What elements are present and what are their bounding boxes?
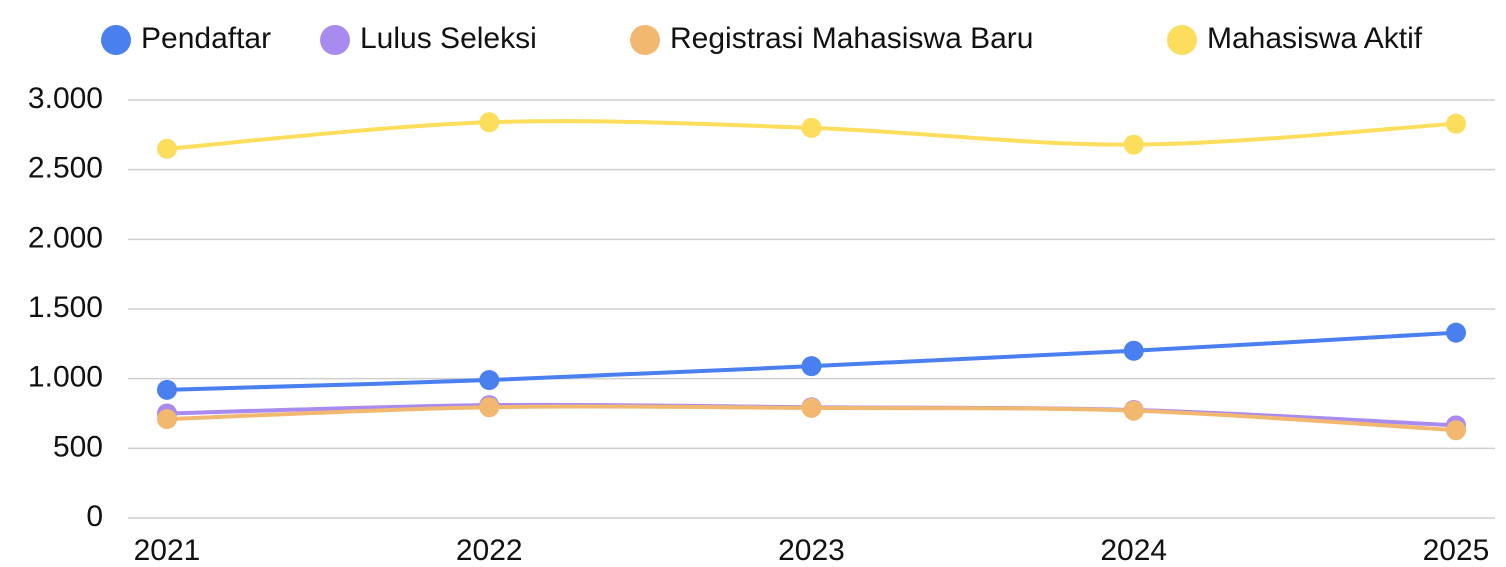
y-tick-label: 0 [86,500,103,533]
legend-label: Registrasi Mahasiswa Baru [670,22,1033,55]
x-tick-label: 2021 [134,534,201,567]
legend-label: Lulus Seleksi [360,22,537,55]
data-point [1446,113,1466,134]
data-point [479,397,500,418]
y-tick-label: 2.500 [28,152,103,185]
data-point [801,356,822,377]
x-tick-label: 2022 [456,534,523,567]
y-tick-label: 2.000 [28,221,103,254]
data-point [1123,340,1144,361]
data-point [157,409,177,430]
x-tick-label: 2025 [1423,534,1490,567]
legend-marker [630,25,660,55]
legend-marker [320,25,350,55]
data-point [479,112,500,133]
data-point [157,379,177,400]
data-point [1446,420,1466,441]
data-point [801,117,822,138]
y-tick-label: 1.000 [28,361,103,394]
legend-label: Pendaftar [141,22,271,55]
data-point [1123,400,1144,421]
y-tick-label: 1.500 [28,291,103,324]
legend-label: Mahasiswa Aktif [1207,22,1423,55]
y-tick-label: 3.000 [28,82,103,115]
x-tick-label: 2024 [1100,534,1167,567]
data-point [1123,134,1144,155]
y-tick-label: 500 [53,430,103,463]
legend-marker [101,25,131,55]
data-point [1446,322,1466,343]
data-point [801,397,822,418]
legend-marker [1167,25,1197,55]
x-tick-label: 2023 [778,534,845,567]
data-point [157,138,177,159]
data-point [479,370,500,391]
